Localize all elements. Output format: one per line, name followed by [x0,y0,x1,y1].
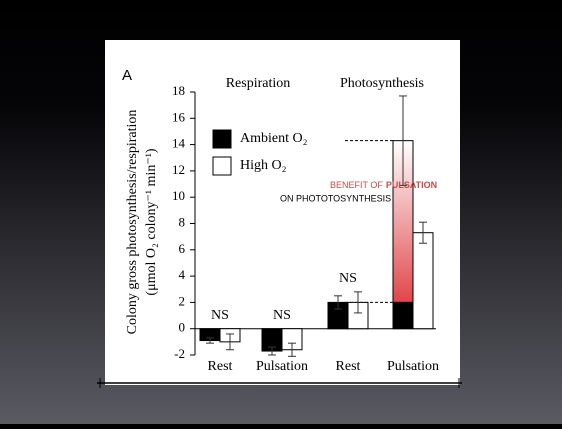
y-tick-label: 16 [172,109,186,124]
annotation: BENEFIT OF PULSATION [330,180,437,190]
y-axis-label: Colony gross photosynthesis/respiration [125,110,140,335]
x-tick-label: Rest [208,359,233,374]
group-label: Photosynthesis [340,76,424,91]
y-tick-label: 14 [172,136,186,151]
bar [412,232,434,330]
y-tick-label: 18 [172,83,185,98]
y-tick-label: 8 [179,214,186,229]
annotation-text: ON PHOTOTOSYNTHESIS [280,193,391,203]
y-tick-label: 4 [179,267,186,282]
y-tick-label: 12 [172,162,185,177]
y-tick-label: 6 [179,241,186,256]
bar [392,301,414,330]
legend-label: Ambient O₂ [240,131,308,146]
annotation-text: BENEFIT OF [330,180,383,190]
x-tick-label: Rest [336,359,361,374]
y-tick-label: 10 [172,188,185,203]
significance-label: NS [211,308,229,323]
x-tick-label: Pulsation [387,359,439,374]
legend-label: High O₂ [240,158,287,173]
group-label: Respiration [226,76,291,91]
significance-label: NS [339,271,357,286]
x-tick-label: Pulsation [256,359,308,374]
y-axis-label: (μmol O₂ colony⁻¹ min⁻¹) [144,148,159,295]
annotation-text: PULSATION [386,180,437,190]
panel-label: A [122,67,132,84]
legend-swatch [212,129,232,149]
legend-swatch [212,156,232,176]
y-tick-label: -2 [174,346,185,361]
significance-label: NS [273,308,291,323]
y-tick-label: 0 [179,320,186,335]
y-tick-label: 2 [179,293,186,308]
